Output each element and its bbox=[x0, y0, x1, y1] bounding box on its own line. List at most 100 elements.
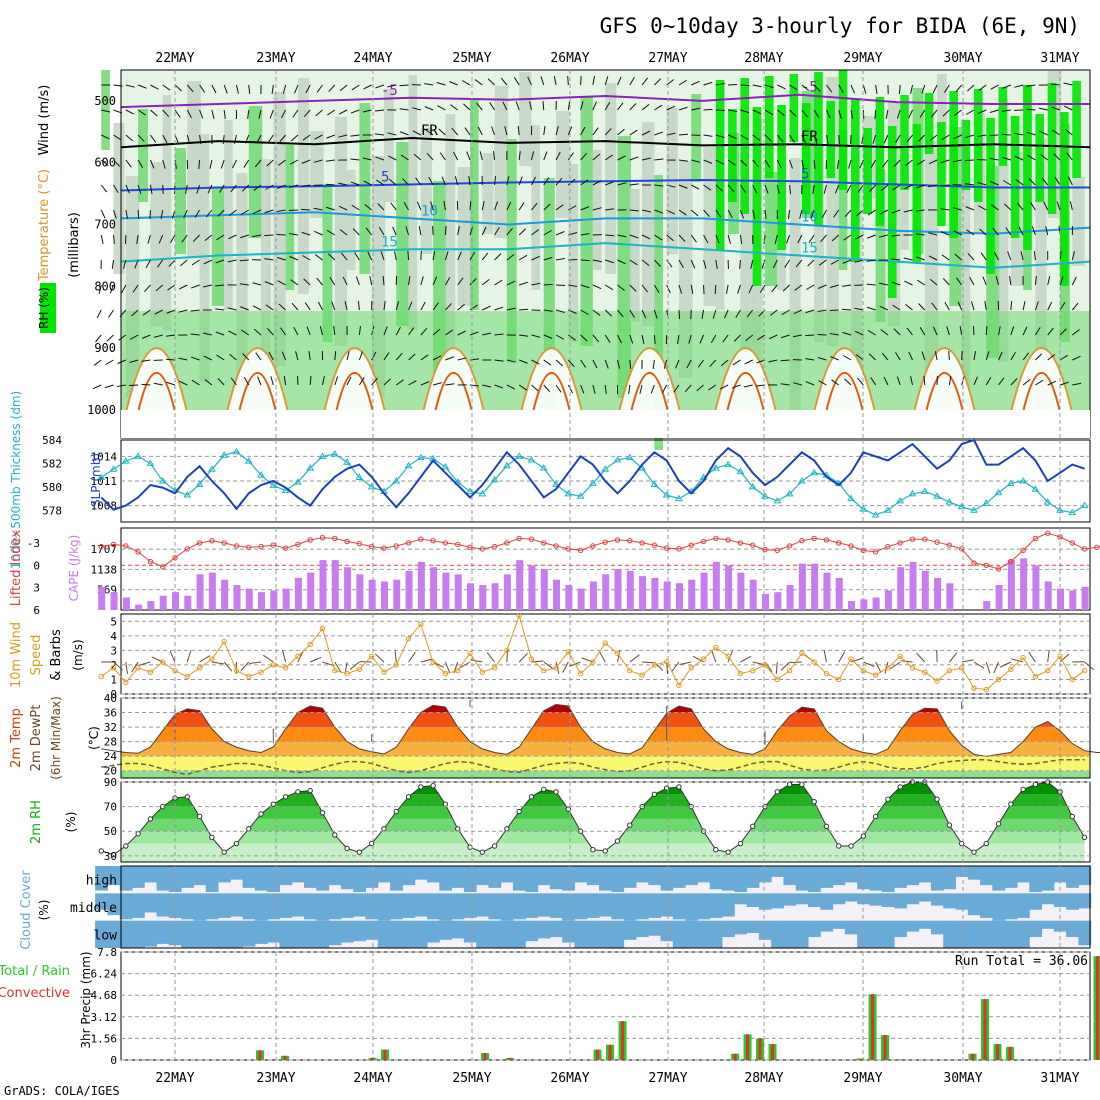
wind-barb bbox=[1056, 201, 1061, 211]
cape-bar bbox=[897, 567, 905, 610]
cape-bar bbox=[159, 595, 167, 610]
wind-barb bbox=[383, 352, 390, 361]
wind-barb bbox=[592, 127, 599, 136]
wind-barb bbox=[918, 303, 926, 311]
cloud-low-bar bbox=[291, 920, 305, 948]
wind-barb bbox=[592, 384, 596, 394]
wind-barb bbox=[764, 159, 771, 168]
rh-marker bbox=[332, 832, 338, 838]
wind-barb bbox=[855, 354, 864, 361]
precip-tick: 7.8 bbox=[97, 946, 117, 959]
wind-barb bbox=[580, 359, 587, 368]
rh-shade-band bbox=[900, 155, 909, 250]
wind-barb bbox=[168, 259, 176, 267]
wind-barb bbox=[592, 207, 602, 211]
wind-barb bbox=[190, 309, 200, 312]
date-label-top: 30MAY bbox=[943, 51, 982, 66]
wind-speed-marker bbox=[799, 650, 805, 656]
wind-barb bbox=[764, 184, 769, 194]
wind-barb bbox=[199, 134, 202, 144]
wind-barb-10m bbox=[349, 661, 360, 670]
wind-barb bbox=[357, 300, 360, 311]
cloud-middle-bar bbox=[832, 893, 846, 905]
wind-barb bbox=[280, 327, 287, 336]
wind-barb bbox=[818, 259, 827, 266]
wind-barb bbox=[654, 259, 661, 267]
cloud-low-bar bbox=[918, 920, 932, 929]
wind-barb bbox=[727, 134, 737, 139]
temp-unit-label: (°C) bbox=[87, 726, 101, 750]
wind-barb bbox=[697, 359, 704, 368]
thickness-marker bbox=[1068, 508, 1077, 516]
wind-barb bbox=[592, 180, 602, 186]
wind-barb bbox=[383, 301, 386, 311]
wind-barb bbox=[653, 284, 660, 293]
rh-marker bbox=[1020, 786, 1026, 793]
rh-tick: 70 bbox=[104, 801, 117, 814]
wind-barb bbox=[1007, 251, 1012, 261]
wind-barb bbox=[387, 132, 397, 136]
wind-barb bbox=[555, 231, 565, 236]
wind-tick: 5 bbox=[110, 615, 117, 628]
wind-barb bbox=[805, 381, 815, 386]
wind-barb bbox=[1038, 107, 1048, 111]
cloud-middle-bar bbox=[525, 893, 539, 918]
wind-barb bbox=[278, 303, 286, 311]
rh-shade-band bbox=[1035, 138, 1047, 414]
wind-barb bbox=[629, 129, 638, 136]
wind-barb bbox=[481, 201, 485, 211]
date-label-top: 31MAY bbox=[1040, 51, 1079, 66]
wind-barb bbox=[661, 384, 668, 394]
rh-moist-band bbox=[801, 103, 811, 214]
wind-speed-marker bbox=[258, 669, 264, 675]
lifted-index-marker bbox=[614, 537, 621, 543]
wind-speed-marker bbox=[602, 640, 608, 646]
cloud-low-bar bbox=[340, 920, 354, 943]
thickness-marker bbox=[773, 496, 782, 504]
wind-barb bbox=[240, 306, 249, 311]
cape-bar bbox=[675, 583, 683, 610]
wind-barb bbox=[181, 234, 188, 243]
cloud-low-bar bbox=[648, 920, 662, 936]
wind-barb bbox=[604, 76, 609, 86]
cape-bar bbox=[700, 572, 708, 610]
wind-barb bbox=[420, 301, 426, 311]
wind-barb bbox=[955, 277, 963, 286]
cloud-middle-bar bbox=[844, 893, 858, 902]
wind-barb bbox=[191, 379, 200, 386]
rh-shade-band bbox=[248, 106, 263, 238]
wind-barb bbox=[737, 284, 741, 294]
wind-barb bbox=[375, 84, 385, 89]
wind-barb bbox=[113, 234, 115, 245]
cloud-high-bar bbox=[1041, 866, 1055, 891]
cloud-high-bar bbox=[832, 866, 846, 886]
wind-barb bbox=[377, 203, 385, 211]
wind-speed-marker bbox=[823, 670, 830, 677]
precip-convective-bar bbox=[508, 1057, 512, 1060]
wind-barb bbox=[506, 384, 516, 390]
wind-speed-marker bbox=[909, 665, 916, 671]
wind-barb bbox=[977, 182, 987, 186]
thermal-blob bbox=[1010, 347, 1073, 411]
wind-barb bbox=[166, 381, 176, 386]
thickness-marker bbox=[711, 464, 720, 471]
wind-barb bbox=[322, 376, 325, 386]
wind-barb bbox=[862, 84, 867, 94]
lifted-index-marker bbox=[725, 537, 731, 543]
wind-barb bbox=[464, 127, 471, 136]
cloud-high-bar bbox=[611, 866, 625, 892]
wind-barb bbox=[106, 334, 114, 342]
thickness-marker bbox=[416, 453, 425, 461]
rh-moist-band bbox=[887, 126, 897, 298]
rh-shade-band bbox=[580, 97, 593, 346]
wind-barb bbox=[666, 105, 676, 111]
rh-shade-band bbox=[789, 158, 801, 414]
rh-moist-band bbox=[838, 70, 848, 190]
cloud-low-bar bbox=[672, 920, 686, 948]
wind-barb bbox=[831, 379, 840, 386]
wind-barb bbox=[690, 259, 696, 269]
wind-barb-10m bbox=[985, 661, 991, 674]
wind-barb bbox=[518, 202, 525, 211]
date-label-top: 24MAY bbox=[353, 51, 392, 66]
isotherm-label: FR bbox=[421, 123, 438, 139]
